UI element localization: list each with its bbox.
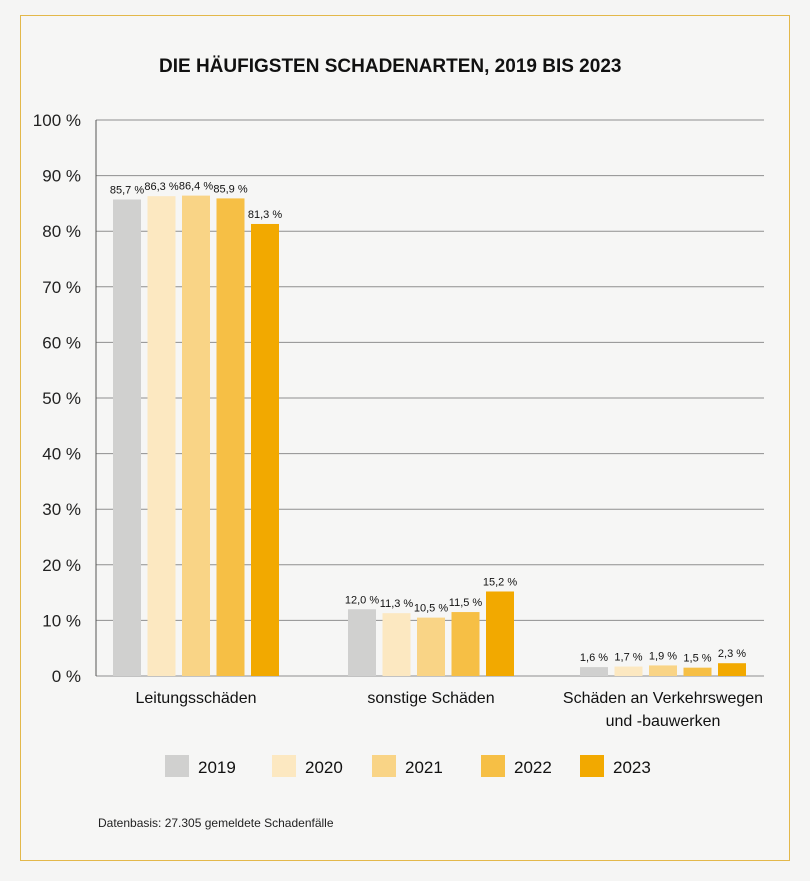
data-label: 15,2 % bbox=[483, 576, 517, 588]
bar bbox=[348, 609, 376, 676]
chart-title: DIE HÄUFIGSTEN SCHADENARTEN, 2019 BIS 20… bbox=[159, 56, 621, 77]
data-label: 86,3 % bbox=[144, 181, 178, 193]
footnote: Datenbasis: 27.305 gemeldete Schadenfäll… bbox=[98, 816, 334, 830]
bar-chart: DIE HÄUFIGSTEN SCHADENARTEN, 2019 BIS 20… bbox=[33, 56, 764, 830]
bar bbox=[382, 613, 411, 676]
legend: 2019 2020 2021 2022 2023 bbox=[165, 755, 651, 777]
bar bbox=[486, 591, 514, 676]
data-label: 85,7 % bbox=[110, 185, 144, 197]
data-label: 1,5 % bbox=[683, 653, 711, 665]
legend-swatch bbox=[372, 755, 396, 777]
y-tick-label: 50 % bbox=[42, 389, 81, 408]
bar bbox=[417, 617, 445, 676]
bar bbox=[182, 195, 210, 676]
data-label: 81,3 % bbox=[248, 209, 282, 221]
bars: 85,7 % 12,0 % 1,6 % 86,3 % 11,3 % 1,7 % 86,4 %… bbox=[110, 181, 746, 677]
y-tick-label: 0 % bbox=[52, 667, 81, 686]
bar bbox=[718, 663, 746, 676]
y-tick-label: 20 % bbox=[42, 556, 81, 575]
y-tick-label: 40 % bbox=[42, 445, 81, 464]
legend-swatch bbox=[272, 755, 296, 777]
y-tick-label: 90 % bbox=[42, 167, 81, 186]
data-label: 1,7 % bbox=[614, 652, 642, 664]
data-label: 1,9 % bbox=[649, 650, 677, 662]
data-label: 86,4 % bbox=[179, 181, 213, 193]
legend-swatch bbox=[165, 755, 189, 777]
data-label: 85,9 % bbox=[213, 183, 247, 195]
legend-label: 2022 bbox=[514, 758, 552, 777]
y-tick-label: 80 % bbox=[42, 222, 81, 241]
y-tick-label: 30 % bbox=[42, 500, 81, 519]
legend-swatch bbox=[481, 755, 505, 777]
y-tick-label: 70 % bbox=[42, 278, 81, 297]
bar bbox=[451, 612, 480, 676]
y-tick-label: 60 % bbox=[42, 333, 81, 352]
y-tick-label: 10 % bbox=[42, 611, 81, 630]
bar bbox=[683, 667, 712, 676]
data-label: 10,5 % bbox=[414, 603, 448, 615]
data-label: 11,5 % bbox=[449, 597, 483, 609]
data-label: 2,3 % bbox=[718, 648, 746, 660]
bar bbox=[580, 667, 608, 676]
legend-label: 2021 bbox=[405, 758, 443, 777]
category-label: und -bauwerken bbox=[606, 713, 721, 730]
bar bbox=[614, 666, 643, 676]
category-label: Schäden an Verkehrswegen bbox=[563, 690, 763, 707]
bar bbox=[147, 196, 176, 676]
y-axis: 0 % 10 % 20 % 30 % 40 % 50 % 60 % 70 % 80 % 90 % 1… bbox=[33, 111, 97, 686]
data-label: 11,3 % bbox=[380, 598, 414, 610]
data-label: 12,0 % bbox=[345, 594, 379, 606]
legend-label: 2019 bbox=[198, 758, 236, 777]
bar bbox=[649, 665, 677, 676]
data-label: 1,6 % bbox=[580, 652, 608, 664]
legend-swatch bbox=[580, 755, 604, 777]
legend-label: 2020 bbox=[305, 758, 343, 777]
chart-frame: DIE HÄUFIGSTEN SCHADENARTEN, 2019 BIS 20… bbox=[20, 15, 790, 861]
category-label: Leitungsschäden bbox=[136, 690, 257, 707]
bar bbox=[216, 198, 245, 676]
bar bbox=[251, 223, 279, 677]
legend-label: 2023 bbox=[613, 758, 651, 777]
category-label: sonstige Schäden bbox=[367, 690, 494, 707]
x-axis: Leitungsschäden sonstige Schäden Schäden a… bbox=[136, 690, 764, 730]
y-tick-label: 100 % bbox=[33, 111, 81, 130]
bar bbox=[113, 199, 141, 676]
